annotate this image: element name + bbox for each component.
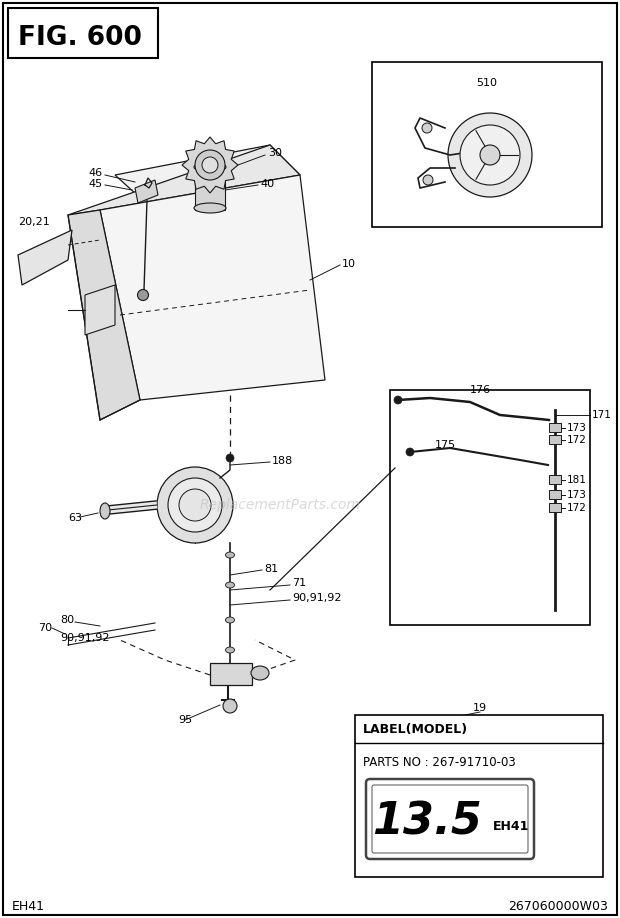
Text: 188: 188 [272,456,293,466]
Circle shape [138,289,149,300]
Circle shape [460,125,520,185]
Text: 70: 70 [38,623,52,633]
Text: 40: 40 [260,179,274,189]
Circle shape [168,478,222,532]
Circle shape [394,396,402,404]
Text: 172: 172 [567,503,587,513]
Circle shape [202,157,218,173]
Polygon shape [210,663,252,685]
Text: 510: 510 [477,78,497,88]
Bar [549,503,561,512]
Circle shape [423,175,433,185]
Ellipse shape [226,552,234,558]
Text: 45: 45 [89,179,103,189]
Circle shape [179,489,211,521]
Ellipse shape [251,666,269,680]
Bar [549,423,561,432]
Text: EH41: EH41 [12,901,45,913]
Polygon shape [135,180,158,203]
Bar [372,62,602,227]
Polygon shape [195,165,225,210]
Text: LABEL(MODEL): LABEL(MODEL) [363,722,468,735]
Text: 172: 172 [567,435,587,445]
Ellipse shape [100,503,110,519]
FancyBboxPatch shape [366,779,534,859]
Text: ReplacementParts.com: ReplacementParts.com [200,498,360,512]
Circle shape [157,467,233,543]
Circle shape [480,145,500,165]
Text: 63: 63 [68,513,82,523]
Bar [355,715,603,877]
Text: 183: 183 [200,505,221,515]
Bar [549,490,561,499]
Text: 181: 181 [567,475,587,485]
Polygon shape [68,210,140,420]
Bar [8,8,158,58]
Polygon shape [100,175,325,400]
Ellipse shape [194,203,226,213]
Ellipse shape [226,582,234,588]
Text: EH41: EH41 [493,821,529,834]
Text: 46: 46 [89,168,103,178]
Ellipse shape [194,162,226,172]
Text: 80: 80 [60,615,74,625]
Circle shape [448,113,532,197]
Circle shape [226,454,234,462]
Text: 95: 95 [178,715,192,725]
Text: 71: 71 [292,578,306,588]
Text: PARTS NO : 267-91710-03: PARTS NO : 267-91710-03 [363,756,516,769]
Text: 90,91,92: 90,91,92 [60,633,110,643]
Circle shape [195,150,225,180]
Polygon shape [18,230,72,285]
Polygon shape [115,145,300,205]
Text: 10: 10 [342,259,356,269]
Text: FIG. 600: FIG. 600 [18,25,142,51]
Circle shape [406,448,414,456]
Circle shape [422,123,432,133]
Polygon shape [68,145,300,215]
Text: 90,91,92: 90,91,92 [292,593,342,603]
Text: 267060000W03: 267060000W03 [508,901,608,913]
Text: 20,21: 20,21 [18,217,50,227]
Text: 30: 30 [268,148,282,158]
Polygon shape [182,137,238,193]
Bar [549,435,561,444]
Ellipse shape [226,617,234,623]
Ellipse shape [226,647,234,653]
Bar [549,475,561,484]
Text: 19: 19 [473,703,487,713]
Polygon shape [85,285,115,335]
Text: 173: 173 [567,423,587,433]
Text: 13.5: 13.5 [372,800,482,844]
Circle shape [223,699,237,713]
Text: 171: 171 [592,410,612,420]
Text: 176: 176 [470,385,491,395]
Text: 173: 173 [567,490,587,500]
Text: 81: 81 [264,564,278,574]
Text: 175: 175 [435,440,456,450]
Bar [390,390,590,625]
